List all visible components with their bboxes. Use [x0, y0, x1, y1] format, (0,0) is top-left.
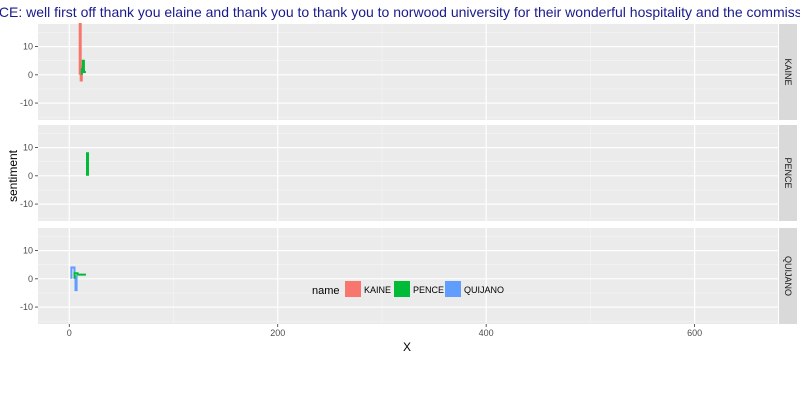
facet-strip-label: KAINE — [783, 58, 793, 85]
x-tick-label: 400 — [479, 328, 494, 338]
facet-strip-label: PENCE — [783, 157, 793, 188]
x-axis-title: X — [403, 340, 411, 354]
panel-background — [38, 125, 778, 221]
y-axis-title: sentiment — [6, 149, 20, 202]
y-tick-label: 10 — [23, 246, 33, 256]
legend-label-quijano: QUIJANO — [464, 285, 504, 295]
x-tick-label: 600 — [687, 328, 702, 338]
legend-swatch-pence — [394, 281, 410, 297]
facet-panel-quijano: -10 0 10 QUIJANO — [20, 228, 797, 324]
x-axis: 0 200 400 600 — [67, 324, 702, 338]
x-tick-label: 200 — [270, 328, 285, 338]
y-tick-label: -10 — [20, 199, 33, 209]
legend-label-pence: PENCE — [413, 285, 444, 295]
facet-strip — [779, 24, 797, 120]
y-tick-label: 10 — [23, 143, 33, 153]
legend-label-kaine: KAINE — [364, 285, 391, 295]
legend-title: name — [312, 285, 340, 297]
chart-title: PENCE: well first off thank you elaine a… — [0, 4, 800, 20]
y-tick-label: -10 — [20, 98, 33, 108]
series-line-pence — [73, 272, 86, 279]
facet-strip — [779, 228, 797, 324]
y-tick-label: 10 — [23, 42, 33, 52]
facet-panels: -10 0 10 KAINE -10 0 10 PENCE -10 0 10 QUIJANO 0 200 4… — [20, 23, 797, 338]
y-tick-label: 0 — [28, 70, 33, 80]
panel-background — [38, 228, 778, 324]
facet-strip-label: QUIJANO — [783, 256, 793, 296]
y-tick-label: 0 — [28, 274, 33, 284]
legend: name KAINE PENCE QUIJANO — [312, 281, 504, 297]
y-tick-label: -10 — [20, 302, 33, 312]
facet-panel-kaine: -10 0 10 KAINE — [20, 23, 797, 120]
legend-swatch-quijano — [445, 281, 461, 297]
series-line-pence — [80, 59, 86, 75]
x-tick-label: 0 — [67, 328, 72, 338]
facet-panel-pence: -10 0 10 PENCE — [20, 125, 797, 221]
series-line-pence — [86, 152, 89, 176]
facet-strip — [779, 125, 797, 221]
legend-swatch-kaine — [345, 281, 361, 297]
panel-background — [38, 24, 778, 120]
y-tick-label: 0 — [28, 171, 33, 181]
